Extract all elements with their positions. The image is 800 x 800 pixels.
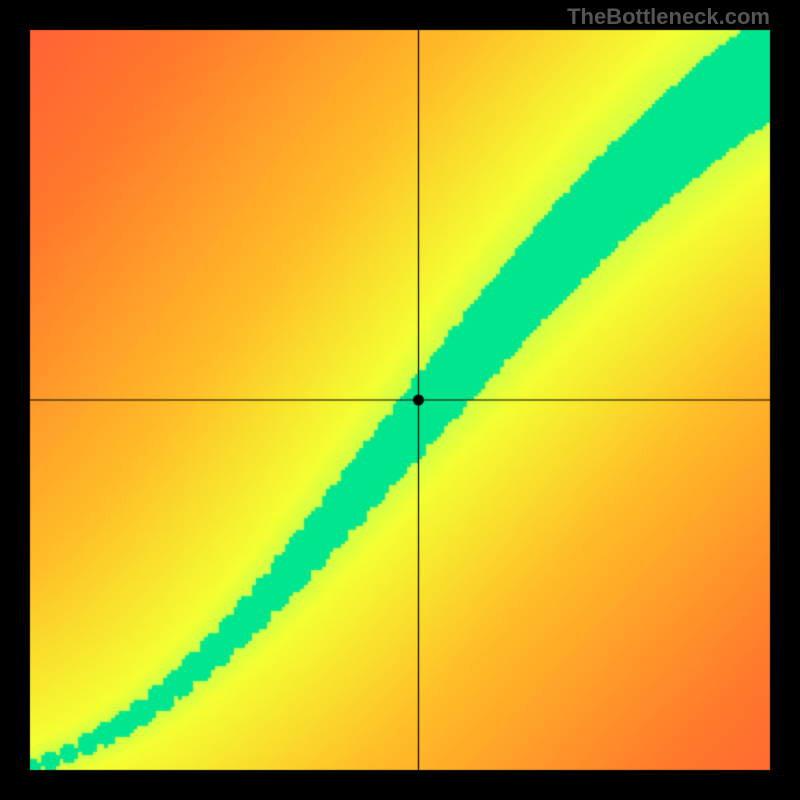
watermark-label: TheBottleneck.com — [567, 4, 770, 30]
bottleneck-heatmap — [0, 0, 800, 800]
chart-container: TheBottleneck.com — [0, 0, 800, 800]
